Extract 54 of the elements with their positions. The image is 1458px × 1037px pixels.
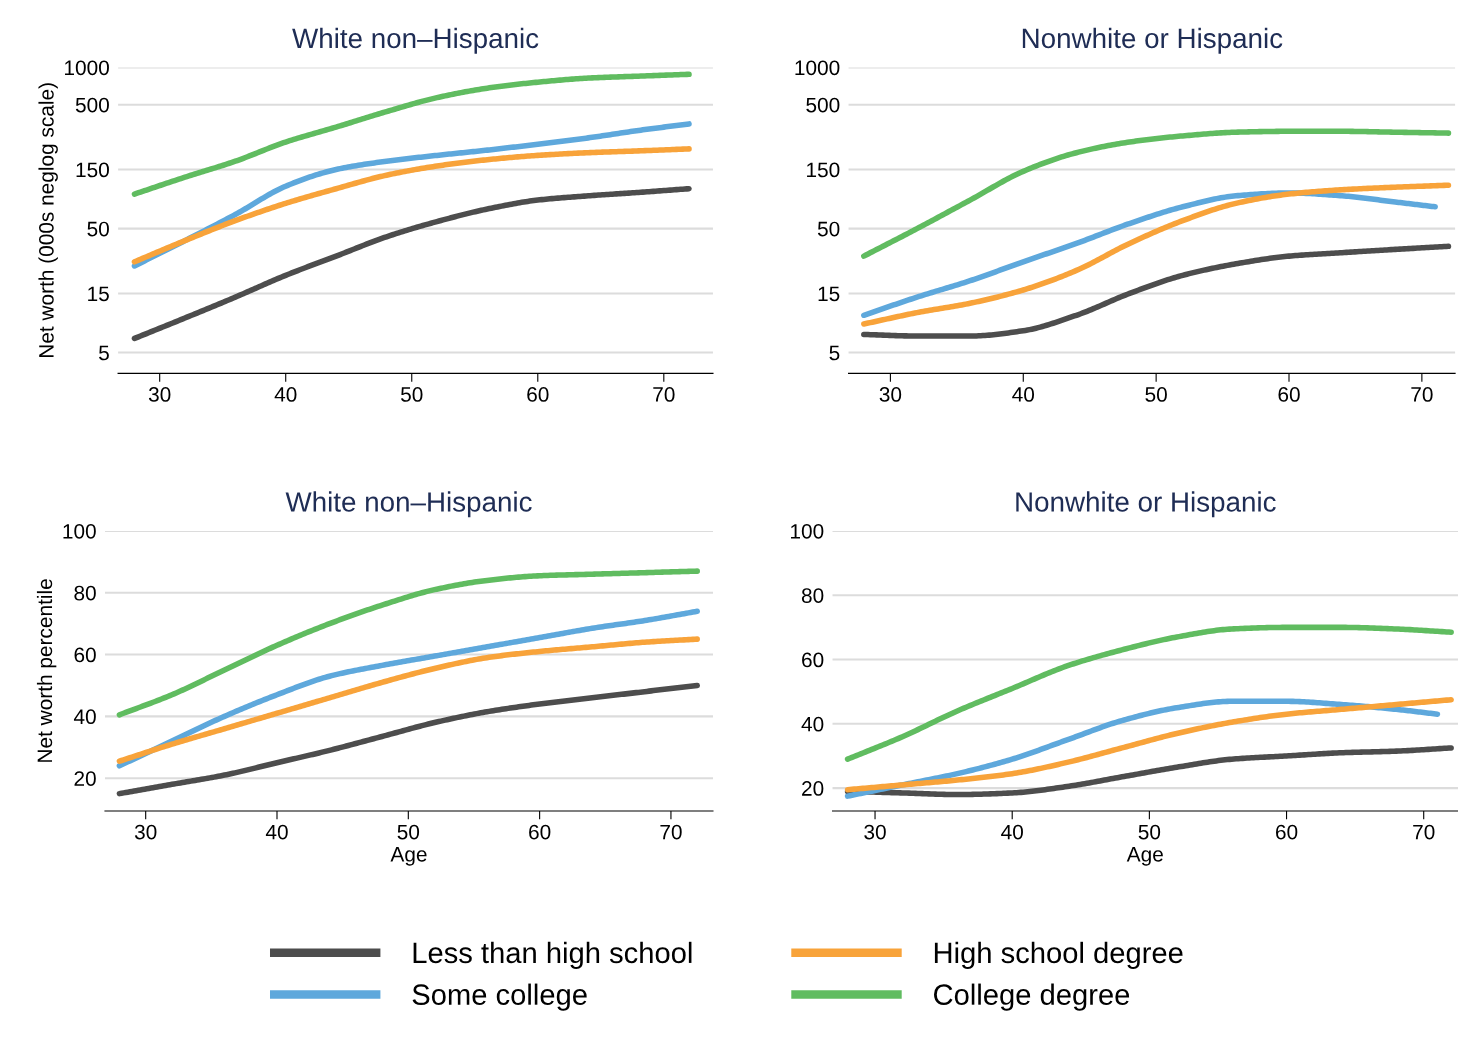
chart-title: Nonwhite or Hispanic — [1022, 27, 1283, 54]
x-tick-label: 60 — [1276, 824, 1298, 840]
x-tick-label: 60 — [527, 387, 549, 402]
x-tick-label: 70 — [660, 824, 682, 840]
y-tick-label: 1000 — [65, 60, 109, 76]
y-tick-label: 40 — [73, 709, 96, 725]
y-axis-title: Net worth (000s neglog scale) — [38, 83, 58, 358]
chart-title: White non–Hispanic — [285, 491, 532, 518]
y-tick-label: 50 — [817, 221, 840, 237]
y-axis-title: Net worth percentile — [36, 579, 57, 762]
x-tick-label: 70 — [1411, 387, 1433, 402]
x-tick-label: 30 — [864, 824, 886, 840]
x-tick-label: 50 — [401, 387, 423, 402]
x-tick-label: 30 — [879, 387, 902, 402]
y-tick-label: 150 — [807, 162, 840, 178]
legend-label: High school degree — [934, 941, 1183, 969]
x-axis-title: Age — [1126, 847, 1163, 866]
legend-label: Some college — [412, 983, 587, 1011]
x-tick-label: 70 — [653, 387, 675, 402]
x-tick-label: 40 — [1012, 387, 1035, 402]
y-tick-label: 60 — [74, 647, 96, 663]
y-tick-label: 5 — [829, 345, 840, 361]
legend-label: Less than high school — [413, 941, 692, 969]
y-tick-label: 5 — [99, 345, 109, 361]
x-tick-label: 60 — [529, 824, 551, 840]
y-tick-label: 80 — [74, 585, 96, 601]
x-tick-label: 50 — [1145, 387, 1167, 402]
legend-label: College degree — [934, 983, 1130, 1011]
y-tick-label: 100 — [63, 523, 96, 539]
y-tick-label: 500 — [806, 97, 840, 113]
x-tick-label: 60 — [1278, 387, 1300, 402]
y-tick-label: 40 — [801, 716, 824, 732]
x-tick-label: 40 — [265, 824, 288, 840]
y-tick-label: 1000 — [795, 60, 840, 76]
y-tick-label: 50 — [87, 221, 109, 237]
y-tick-label: 20 — [802, 781, 824, 796]
y-tick-label: 150 — [76, 162, 109, 178]
chart-title: White non–Hispanic — [292, 27, 539, 54]
y-tick-label: 15 — [88, 286, 109, 302]
x-tick-label: 30 — [148, 387, 171, 402]
x-axis-title: Age — [390, 847, 427, 866]
x-tick-label: 50 — [397, 824, 420, 840]
x-tick-label: 70 — [1413, 824, 1435, 840]
chart-title: Nonwhite or Hispanic — [1016, 491, 1276, 518]
y-tick-label: 100 — [791, 523, 824, 539]
x-tick-label: 30 — [134, 824, 157, 840]
x-tick-label: 40 — [274, 387, 297, 402]
x-tick-label: 40 — [1001, 824, 1023, 840]
y-tick-label: 20 — [74, 771, 96, 786]
y-tick-label: 15 — [818, 286, 840, 302]
x-tick-label: 50 — [1138, 824, 1161, 840]
y-tick-label: 60 — [802, 652, 824, 668]
y-tick-label: 80 — [801, 588, 824, 603]
y-tick-label: 500 — [75, 97, 109, 113]
